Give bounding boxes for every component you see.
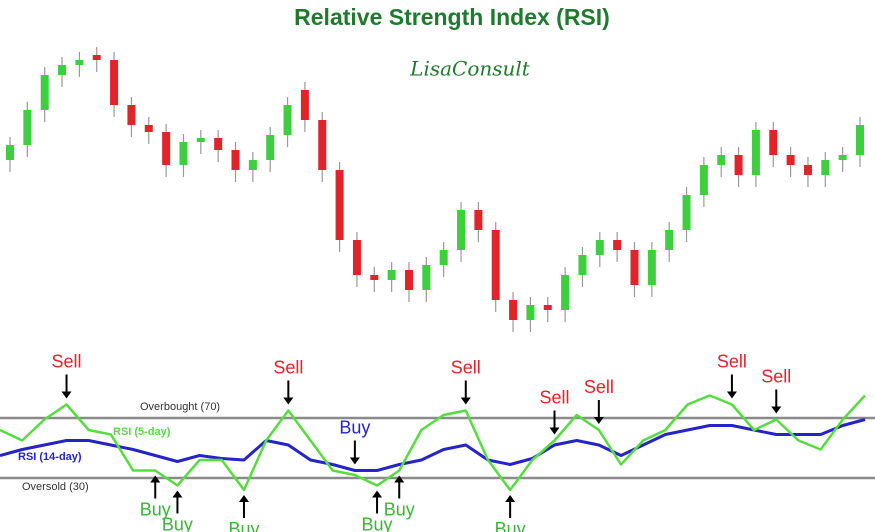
- signal-arrowhead: [460, 397, 471, 405]
- candle-body: [248, 160, 257, 170]
- signal-arrowhead: [593, 417, 604, 424]
- candle-body: [613, 240, 622, 250]
- candle-body: [92, 55, 101, 60]
- signal-arrowhead: [61, 391, 72, 399]
- candle-body: [543, 305, 552, 310]
- candle-body: [751, 130, 760, 175]
- signal-arrowhead: [238, 495, 249, 502]
- signal-label: Buy: [339, 417, 370, 437]
- signal-label: Buy: [140, 499, 171, 519]
- signal-label: Buy: [362, 514, 393, 532]
- candle-body: [422, 265, 431, 290]
- candle-body: [509, 300, 518, 320]
- signal-arrowhead: [726, 391, 737, 399]
- signal-arrowhead: [172, 490, 183, 498]
- candle-body: [457, 210, 466, 250]
- candle-body: [266, 135, 275, 160]
- signal-label: Sell: [717, 351, 747, 371]
- candle-body: [838, 155, 847, 160]
- candle-body: [335, 170, 344, 240]
- reference-label: Overbought (70): [140, 401, 220, 413]
- series-label: RSI (14-day): [18, 451, 82, 463]
- candle-body: [526, 305, 535, 320]
- candle-body: [58, 65, 67, 75]
- chart-title: Relative Strength Index (RSI): [294, 4, 610, 30]
- signal-label: Buy: [495, 519, 526, 532]
- signal-label: Sell: [52, 351, 82, 371]
- candle-body: [717, 155, 726, 165]
- reference-label: Oversold (30): [22, 481, 89, 493]
- candle-body: [23, 110, 32, 145]
- candle-body: [6, 145, 14, 160]
- signal-arrowhead: [394, 475, 405, 483]
- candle-body: [699, 165, 708, 195]
- signal-arrowhead: [349, 457, 360, 465]
- candle-body: [578, 255, 587, 275]
- candle-body: [144, 125, 153, 132]
- signal-label: Sell: [761, 366, 791, 386]
- signal-arrowhead: [549, 427, 560, 435]
- chart-subtitle: LisaConsult: [409, 57, 531, 81]
- candle-body: [300, 90, 309, 120]
- candle-body: [352, 240, 361, 275]
- candle-body: [734, 155, 743, 175]
- candle-body: [283, 105, 292, 135]
- signal-arrowhead: [505, 495, 516, 502]
- rsi-line: [0, 394, 866, 492]
- signal-label: Buy: [228, 519, 259, 532]
- candle-body: [491, 230, 500, 300]
- candle-body: [561, 275, 570, 310]
- candle-body: [404, 270, 413, 290]
- candle-body: [682, 195, 691, 230]
- candle-body: [196, 138, 205, 142]
- candle-body: [474, 210, 483, 230]
- candle-body: [75, 60, 84, 65]
- signal-label: Sell: [539, 387, 569, 407]
- candle-body: [630, 250, 639, 285]
- candle-body: [439, 250, 448, 265]
- signal-label: Buy: [384, 499, 415, 519]
- candle-body: [214, 138, 223, 150]
- candle-body: [647, 250, 656, 285]
- signal-arrowhead: [372, 490, 383, 498]
- rsi-line: [0, 418, 866, 472]
- candle-body: [665, 230, 674, 250]
- signal-arrowhead: [283, 397, 294, 405]
- signal-label: Sell: [273, 357, 303, 377]
- candle-body: [786, 155, 795, 165]
- signal-label: Buy: [162, 514, 193, 532]
- candle-body: [127, 105, 136, 125]
- candle-body: [179, 142, 188, 165]
- candle-body: [387, 270, 396, 280]
- signal-label: Sell: [451, 357, 481, 377]
- candle-body: [231, 150, 240, 170]
- candle-body: [370, 275, 379, 280]
- candle-body: [318, 120, 327, 170]
- series-label: RSI (5-day): [113, 426, 171, 438]
- candle-body: [821, 160, 830, 175]
- candle-body: [40, 75, 49, 110]
- candle-body: [110, 60, 119, 105]
- candle-body: [769, 130, 778, 155]
- candle-body: [803, 165, 812, 175]
- signal-arrowhead: [150, 475, 161, 483]
- signal-arrowhead: [771, 406, 782, 414]
- candle-body: [162, 132, 171, 165]
- candle-body: [595, 240, 604, 255]
- signal-label: Sell: [584, 377, 614, 397]
- candle-body: [856, 125, 864, 155]
